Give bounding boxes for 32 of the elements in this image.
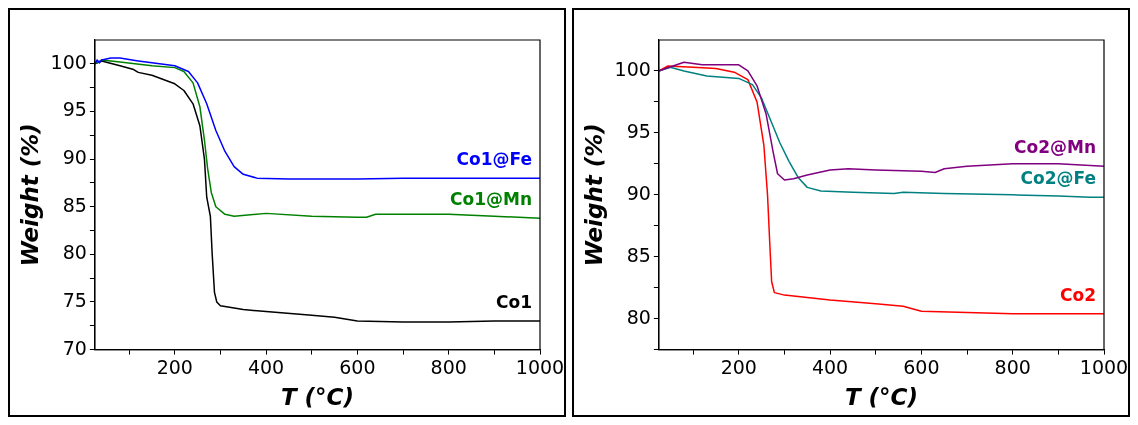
- y-tick-label: 90: [626, 181, 651, 204]
- x-axis-title: T (°C): [844, 384, 918, 411]
- x-tick-label: 600: [903, 355, 940, 378]
- y-tick-label: 100: [614, 57, 651, 80]
- y-tick-label: 95: [62, 98, 87, 121]
- x-tick-label: 400: [247, 355, 285, 378]
- y-tick-label: 75: [62, 288, 87, 311]
- y-tick-label: 85: [626, 243, 651, 266]
- series-label: Co1: [496, 291, 532, 312]
- y-tick-label: 85: [62, 193, 87, 216]
- x-tick-label: 400: [811, 355, 849, 378]
- series-label: Co2: [1060, 284, 1096, 305]
- x-tick-label: 600: [339, 355, 376, 378]
- x-tick-label: 200: [720, 355, 757, 378]
- series-label: Co2@Fe: [1020, 168, 1096, 189]
- x-tick-label: 200: [156, 355, 193, 378]
- x-tick-label: 1000: [515, 355, 565, 378]
- y-axis-title: Weight (%): [16, 123, 43, 267]
- x-tick-label: 800: [994, 355, 1031, 378]
- y-axis-title: Weight (%): [580, 123, 607, 267]
- series-label: Co1@Mn: [449, 189, 532, 210]
- x-tick-label: 800: [430, 355, 467, 378]
- y-tick-label: 70: [62, 336, 87, 359]
- x-axis-title: T (°C): [280, 384, 354, 411]
- series-label: Co1@Fe: [456, 149, 532, 170]
- series-label: Co2@Mn: [1013, 137, 1096, 158]
- x-tick-label: 1000: [1079, 355, 1129, 378]
- y-tick-label: 95: [626, 119, 651, 142]
- y-tick-label: 100: [50, 50, 87, 73]
- y-tick-label: 80: [62, 241, 87, 264]
- y-tick-label: 80: [626, 305, 651, 328]
- y-tick-label: 90: [62, 146, 87, 169]
